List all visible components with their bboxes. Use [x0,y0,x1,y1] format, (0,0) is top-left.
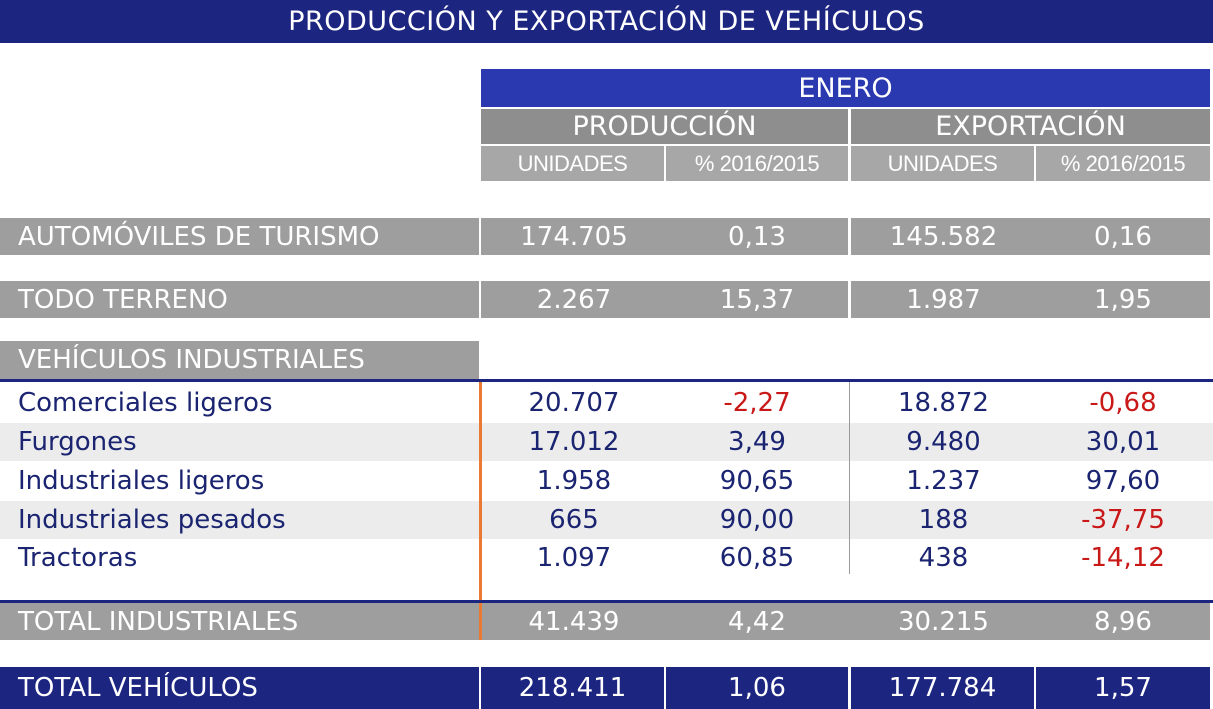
cell-value: 1,57 [1036,667,1210,709]
cell-value: 1,06 [666,667,848,709]
row-label: Comerciales ligeros [18,388,273,418]
cell-value: 20.707 [528,388,620,418]
row-band [0,423,1213,461]
cell-value: 17.012 [528,427,620,457]
todo-terreno-prod-group: 2.267 15,37 [481,281,848,318]
cell-value: 90,00 [719,505,795,535]
cell-value: 60,85 [719,543,795,573]
cell-value: 8,96 [1094,606,1152,637]
cell-value: 1,95 [1094,284,1152,315]
cell-value: 1.987 [906,284,981,315]
page-title: PRODUCCIÓN Y EXPORTACIÓN DE VEHÍCULOS [0,0,1213,43]
cell-value: 2.267 [536,284,612,315]
total-divider [0,600,1213,603]
turismo-prod-group: 174.705 0,13 [481,218,848,255]
cell-value: -0,68 [1089,388,1157,418]
row-label: Furgones [18,427,137,457]
cell-value: 4,42 [728,606,786,637]
header-subcolumn: % 2016/2015 [666,146,848,181]
header-subcolumn: UNIDADES [481,146,664,181]
column-divider [479,382,482,640]
cell-value: -37,75 [1081,505,1165,535]
row-label: Industriales ligeros [18,466,265,496]
cell-value: 438 [918,543,969,573]
turismo-exp-group: 145.582 0,16 [851,218,1210,255]
cell-value: 1.237 [906,466,981,496]
cell-value: 145.582 [889,221,998,252]
cell-value: 665 [549,505,599,535]
cell-value: 97,60 [1085,466,1161,496]
cell-value: 218.411 [481,667,664,709]
cell-value: 30.215 [898,606,989,637]
cell-value: 9.480 [906,427,981,457]
total-industriales-row [0,603,1210,640]
todo-terreno-exp-group: 1.987 1,95 [851,281,1210,318]
row-band [0,501,1213,539]
section-label-industriales: VEHÍCULOS INDUSTRIALES [0,341,479,379]
cell-value: 41.439 [528,606,620,637]
cell-value: 0,13 [728,221,786,252]
row-label-todo-terreno: TODO TERRENO [0,281,479,318]
cell-value: 1.958 [536,466,612,496]
header-period: ENERO [481,69,1210,107]
header-group-produccion: PRODUCCIÓN [481,109,848,144]
cell-value: 1.097 [536,543,612,573]
row-label-turismo: AUTOMÓVILES DE TURISMO [0,218,479,255]
row-label: Tractoras [18,543,138,573]
cell-value: 90,65 [719,466,795,496]
cell-value: 0,16 [1094,221,1152,252]
cell-value: 15,37 [719,284,795,315]
cell-value: 188 [918,505,969,535]
header-subcolumn: % 2016/2015 [1036,146,1210,181]
cell-value: 18.872 [898,388,989,418]
header-subcolumn: UNIDADES [851,146,1034,181]
row-label: Industriales pesados [18,505,286,535]
table-row: Industriales ligeros 1.958 90,65 1.237 9… [0,462,1213,500]
column-divider [849,382,850,574]
cell-value: 30,01 [1085,427,1161,457]
table-row: Comerciales ligeros 20.707 -2,27 18.872 … [0,384,1213,422]
header-group-exportacion: EXPORTACIÓN [851,109,1210,144]
cell-value: -14,12 [1081,543,1165,573]
table-row: Tractoras 1.097 60,85 438 -14,12 [0,539,1213,577]
cell-value: -2,27 [723,388,791,418]
column-divider [479,603,482,640]
row-label-total-industriales: TOTAL INDUSTRIALES [18,606,299,637]
table-row: Furgones 17.012 3,49 9.480 30,01 [0,423,1213,461]
cell-value: 177.784 [851,667,1034,709]
cell-value: 174.705 [520,221,628,252]
section-divider [0,379,1213,382]
table-row: Industriales pesados 665 90,00 188 -37,7… [0,501,1213,539]
row-label-total-vehiculos: TOTAL VEHÍCULOS [0,667,479,709]
cell-value: 3,49 [728,427,786,457]
